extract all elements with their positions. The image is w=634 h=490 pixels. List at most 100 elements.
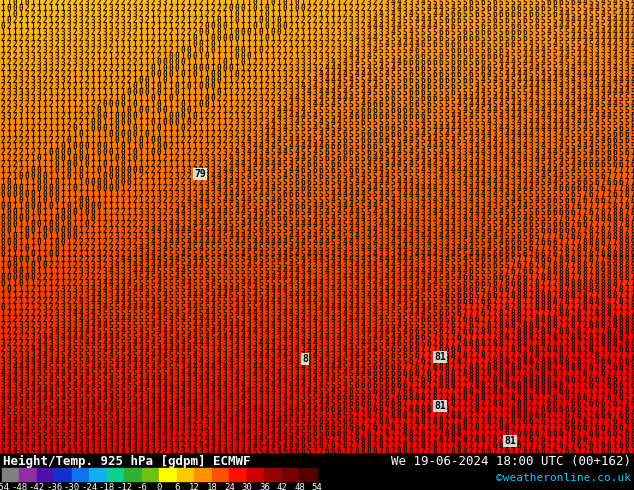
Text: 7: 7 [547,417,552,426]
Text: 2: 2 [193,118,197,127]
Text: 4: 4 [403,244,407,252]
Text: 6: 6 [397,130,401,139]
Text: 5: 5 [7,405,11,414]
Text: 8: 8 [421,441,425,450]
Text: 3: 3 [354,321,359,330]
Text: 5: 5 [67,357,71,366]
Text: 3: 3 [67,4,71,13]
Text: 3: 3 [481,154,485,163]
Text: 4: 4 [205,441,209,450]
Bar [247,468,264,481]
Text: 3: 3 [343,315,347,324]
Text: 1: 1 [229,10,233,20]
Text: 2: 2 [331,46,335,55]
Text: 3: 3 [67,10,71,20]
Text: 3: 3 [1,363,5,372]
Text: 7: 7 [583,202,587,211]
Text: 4: 4 [337,303,341,312]
Text: 6: 6 [373,369,377,378]
Text: 3: 3 [463,196,467,205]
Text: 4: 4 [378,327,384,336]
Text: 2: 2 [193,148,197,157]
Text: 5: 5 [30,429,36,438]
Text: 2: 2 [25,333,29,342]
Text: 4: 4 [319,369,323,378]
Text: 3: 3 [264,429,269,438]
Text: 6: 6 [571,190,575,199]
Text: 2: 2 [108,70,113,79]
Text: 1: 1 [301,10,306,20]
Text: 4: 4 [559,100,564,109]
Text: 3: 3 [343,244,347,252]
Text: 4: 4 [97,429,101,438]
Text: 4: 4 [319,202,323,211]
Text: 8: 8 [600,238,605,246]
Text: 7: 7 [427,345,431,354]
Text: 8: 8 [619,285,623,294]
Text: 7: 7 [427,399,431,408]
Text: 3: 3 [264,393,269,402]
Text: 0: 0 [103,148,107,157]
Text: 1: 1 [229,76,233,85]
Text: 0: 0 [103,160,107,169]
Text: 4: 4 [259,142,263,151]
Text: 5: 5 [373,160,377,169]
Text: 1: 1 [67,112,71,121]
Text: 4: 4 [264,369,269,378]
Text: 4: 4 [151,363,155,372]
Text: 6: 6 [307,435,311,444]
Text: 1: 1 [325,17,329,25]
Text: 5: 5 [349,70,353,79]
Text: 5: 5 [229,220,233,229]
Text: 1: 1 [67,184,71,193]
Text: 2: 2 [49,292,53,300]
Text: 5: 5 [217,255,221,265]
Text: 6: 6 [331,441,335,450]
Text: 8: 8 [559,285,564,294]
Text: 3: 3 [115,279,119,289]
Text: 3: 3 [79,23,83,31]
Text: 6: 6 [427,106,431,115]
Text: 3: 3 [349,23,353,31]
Text: 4: 4 [198,363,204,372]
Text: 2: 2 [30,112,36,121]
Text: 5: 5 [517,94,521,103]
Text: 4: 4 [373,345,377,354]
Text: 6: 6 [313,154,317,163]
Text: 6: 6 [631,357,634,366]
Text: 4: 4 [139,327,143,336]
Text: 6: 6 [264,208,269,217]
Text: 4: 4 [487,142,491,151]
Text: 3: 3 [127,405,131,414]
Text: 5: 5 [397,309,401,318]
Text: 2: 2 [307,17,311,25]
Text: 5: 5 [169,303,173,312]
Text: 4: 4 [241,393,245,402]
Text: 1: 1 [247,4,251,13]
Text: 1: 1 [97,94,101,103]
Text: 2: 2 [18,82,23,91]
Text: 5: 5 [619,136,623,145]
Text: 7: 7 [583,363,587,372]
Text: 3: 3 [463,202,467,211]
Text: 3: 3 [115,232,119,241]
Text: 6: 6 [631,375,634,384]
Text: 3: 3 [307,309,311,318]
Text: 5: 5 [247,190,251,199]
Text: 3: 3 [385,303,389,312]
Text: 2: 2 [235,124,239,133]
Text: 5: 5 [553,190,557,199]
Text: 4: 4 [409,285,413,294]
Text: 5: 5 [151,315,155,324]
Text: 3: 3 [91,40,95,49]
Text: 3: 3 [432,202,437,211]
Text: 6: 6 [499,441,503,450]
Text: 7: 7 [511,327,515,336]
Text: 9: 9 [612,273,618,282]
Text: 0: 0 [85,220,89,229]
Text: 5: 5 [444,315,450,324]
Text: 5: 5 [343,357,347,366]
Text: 6: 6 [397,369,401,378]
Text: 4: 4 [583,52,587,61]
Text: 1: 1 [133,40,138,49]
